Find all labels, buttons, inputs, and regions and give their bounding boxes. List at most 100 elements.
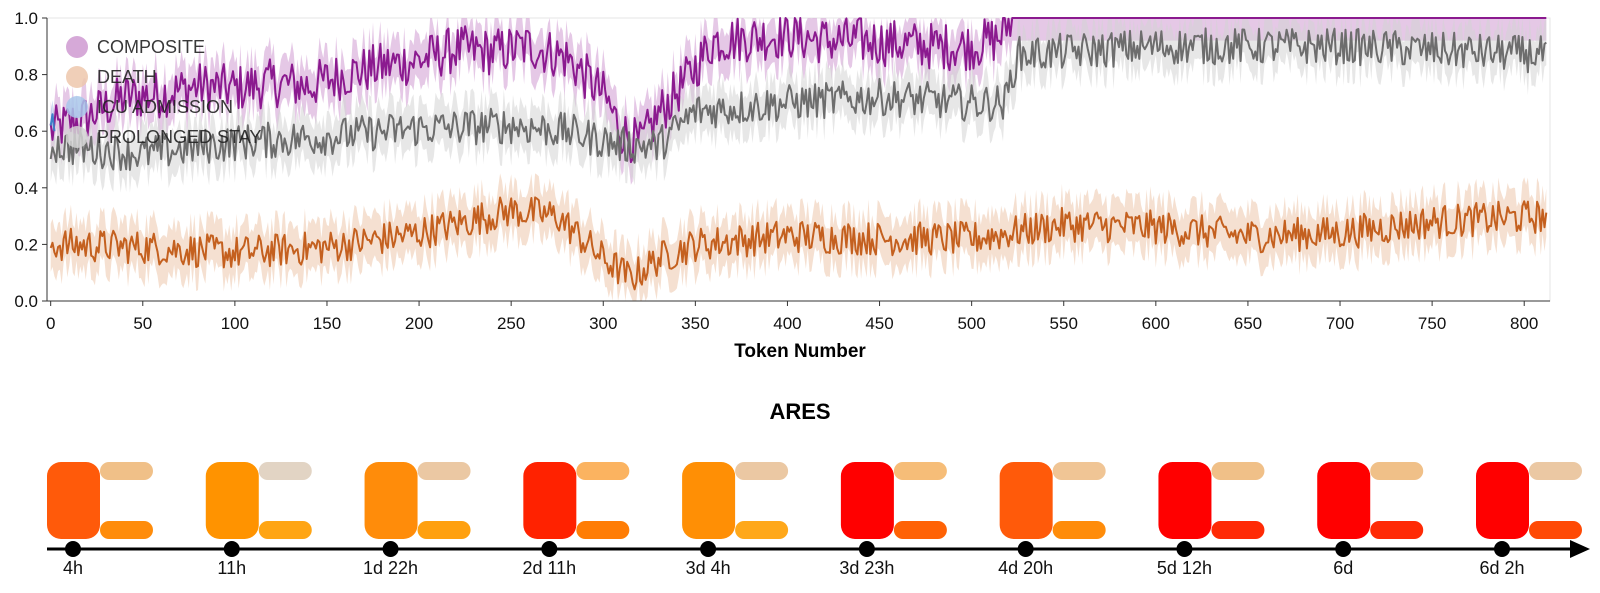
event-top-bar xyxy=(100,462,153,480)
timeline-arrow xyxy=(1570,540,1590,558)
event-main-block xyxy=(364,462,418,539)
timeline-event: 3d 23h xyxy=(839,462,947,578)
event-main-block xyxy=(840,462,894,539)
timeline-event: 3d 4h xyxy=(682,462,789,578)
x-tick-label: 800 xyxy=(1510,314,1538,333)
event-bottom-bar xyxy=(417,521,471,539)
timeline-dot xyxy=(700,541,717,557)
legend-marker xyxy=(66,96,88,118)
legend-label: DEATH xyxy=(97,67,157,87)
timeline-dot xyxy=(1335,541,1352,557)
timeline-dot xyxy=(1176,541,1193,557)
x-tick-label: 450 xyxy=(865,314,893,333)
timeline-title: ARES xyxy=(769,399,830,424)
event-main-block xyxy=(1476,462,1529,539)
event-top-bar xyxy=(1052,462,1106,480)
x-tick-label: 250 xyxy=(497,314,525,333)
event-top-bar xyxy=(1529,462,1582,480)
event-top-bar xyxy=(1211,462,1265,480)
event-main-block xyxy=(1317,462,1371,539)
timeline-event: 4h xyxy=(47,462,153,578)
timeline-label: 5d 12h xyxy=(1157,558,1212,578)
event-top-bar xyxy=(893,462,947,480)
timeline-label: 3d 23h xyxy=(839,558,894,578)
x-tick-label: 150 xyxy=(313,314,341,333)
x-tick-label: 200 xyxy=(405,314,433,333)
line-composite xyxy=(49,17,1547,164)
x-tick-label: 600 xyxy=(1142,314,1170,333)
event-bottom-bar xyxy=(1052,521,1106,539)
x-axis-label: Token Number xyxy=(734,341,866,362)
timeline-dot xyxy=(382,541,399,557)
legend-label: PROLONGED STAY xyxy=(97,127,261,147)
timeline-dot xyxy=(1017,541,1034,557)
y-tick-label: 0.2 xyxy=(14,235,38,254)
timeline-label: 4d 20h xyxy=(998,558,1053,578)
y-tick-label: 1.0 xyxy=(14,9,38,28)
event-top-bar xyxy=(735,462,789,480)
timeline-event: 11h xyxy=(205,462,312,578)
x-tick-label: 100 xyxy=(221,314,249,333)
timeline-event: 4d 20h xyxy=(998,462,1106,578)
event-bottom-bar xyxy=(1211,521,1265,539)
timeline-label: 3d 4h xyxy=(686,558,731,578)
legend-marker xyxy=(66,126,88,148)
timeline-dot xyxy=(858,541,875,557)
legend: COMPOSITE DEATH ICU ADMISSION PROLONGED STA… xyxy=(66,36,261,148)
line-prolonged-stay xyxy=(49,27,1547,171)
x-tick-label: 300 xyxy=(589,314,617,333)
legend-marker xyxy=(66,36,88,58)
x-tick-label: 350 xyxy=(681,314,709,333)
timeline-dot xyxy=(1494,541,1510,557)
event-bottom-bar xyxy=(100,521,153,539)
x-tick-label: 500 xyxy=(957,314,985,333)
timeline-event: 6d 2h xyxy=(1476,462,1582,578)
x-tick-label: 650 xyxy=(1234,314,1262,333)
event-main-block xyxy=(47,462,100,539)
line-plot: 0 50 100 150 200 250 300 350 400 450 500 550 600 650 7… xyxy=(14,9,1551,362)
x-tick-label: 550 xyxy=(1050,314,1078,333)
event-main-block xyxy=(1158,462,1212,539)
event-bottom-bar xyxy=(1370,521,1424,539)
timeline-event: 5d 12h xyxy=(1157,462,1265,578)
event-main-block xyxy=(999,462,1053,539)
x-tick-label: 400 xyxy=(773,314,801,333)
timeline-label: 11h xyxy=(217,558,246,578)
timeline-label: 1d 22h xyxy=(363,558,418,578)
timeline-label: 6d xyxy=(1333,558,1353,578)
event-top-bar xyxy=(576,462,630,480)
timeline-event: 2d 11h xyxy=(522,462,630,578)
x-tick-label: 750 xyxy=(1418,314,1446,333)
event-bottom-bar xyxy=(576,521,630,539)
x-tick-label: 0 xyxy=(46,314,55,333)
y-tick-label: 0.0 xyxy=(14,292,38,311)
event-bottom-bar xyxy=(735,521,789,539)
axes: 0 50 100 150 200 250 300 350 400 450 500 550 600 650 7… xyxy=(14,9,1550,333)
legend-label: ICU ADMISSION xyxy=(97,97,233,117)
event-top-bar xyxy=(417,462,471,480)
line-death xyxy=(49,196,1548,291)
event-top-bar xyxy=(1370,462,1424,480)
x-tick-label: 50 xyxy=(133,314,152,333)
y-tick-label: 0.6 xyxy=(14,122,38,141)
timeline-dot xyxy=(541,541,558,557)
timeline-label: 4h xyxy=(63,558,83,578)
y-tick-label: 0.4 xyxy=(14,179,38,198)
event-main-block xyxy=(523,462,577,539)
timeline-dot xyxy=(65,541,81,557)
event-top-bar xyxy=(258,462,312,480)
timeline-event: 1d 22h xyxy=(363,462,471,578)
series-lines xyxy=(49,17,1548,291)
timeline-events: 4h 11h 1d 22h 2d 11h 3d 4h 3d 23h 4d 20h 5d 12h… xyxy=(47,462,1590,578)
event-bottom-bar xyxy=(1529,521,1582,539)
timeline-event: 6d xyxy=(1317,462,1424,578)
event-main-block xyxy=(205,462,259,539)
event-bottom-bar xyxy=(258,521,312,539)
legend-label: COMPOSITE xyxy=(97,37,205,57)
event-main-block xyxy=(682,462,736,539)
ares-timeline: ARES 4h 11h 1d 22h 2d 11h 3d 4h 3d 23h 4d 20h 5… xyxy=(47,399,1590,578)
timeline-label: 6d 2h xyxy=(1479,558,1524,578)
timeline-label: 2d 11h xyxy=(522,558,576,578)
line-icu-admission xyxy=(49,113,56,132)
